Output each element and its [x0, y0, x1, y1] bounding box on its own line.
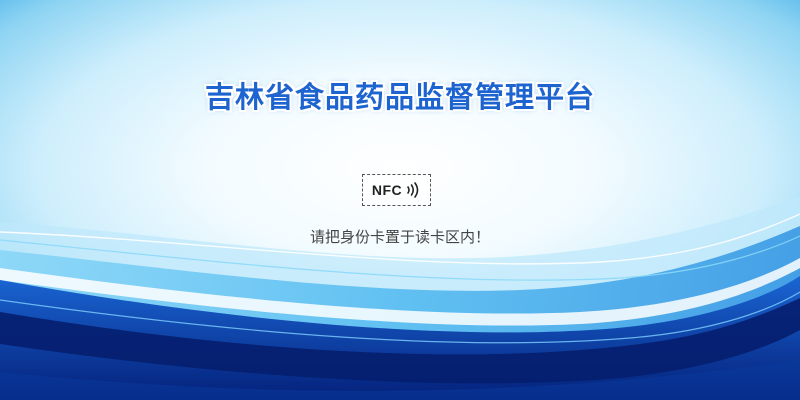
page-title: 吉林省食品药品监督管理平台: [204, 80, 595, 114]
nfc-waves-icon: [407, 182, 419, 198]
nfc-badge: NFC: [362, 174, 431, 206]
card-instruction-text: 请把身份卡置于读卡区内！: [309, 228, 490, 246]
nfc-label: NFC: [371, 182, 403, 198]
